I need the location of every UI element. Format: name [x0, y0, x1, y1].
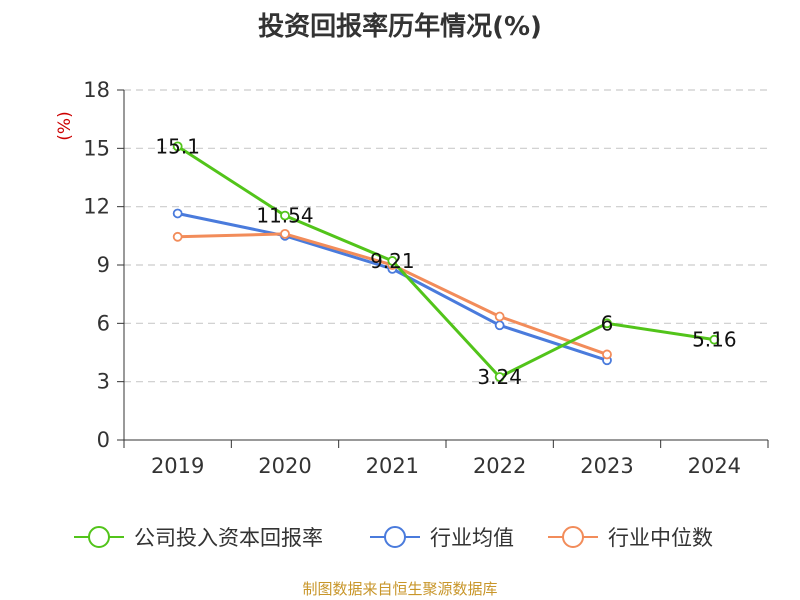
- x-tick-label: 2019: [151, 454, 204, 478]
- data-point: [172, 141, 183, 152]
- chart-title: 投资回报率历年情况(%): [258, 12, 542, 42]
- series-lines: [172, 141, 720, 382]
- legend-label: 行业中位数: [608, 526, 713, 550]
- data-point: [494, 311, 505, 322]
- data-point: [387, 256, 398, 266]
- data-label: 6: [601, 311, 614, 335]
- series-line: [176, 145, 715, 379]
- data-point: [172, 231, 183, 242]
- data-label: 15.1: [155, 134, 200, 158]
- data-labels: 15.1 11.54 9.21 3.24 6 5.16: [155, 134, 736, 389]
- data-label: 11.54: [256, 204, 313, 228]
- data-point: [494, 372, 505, 382]
- y-tick-label: 18: [83, 78, 110, 102]
- legend[interactable]: 公司投入资本回报率 行业均值 行业中位数: [74, 526, 713, 550]
- data-point: [172, 208, 183, 219]
- y-tick-label: 15: [83, 136, 110, 160]
- legend-marker: [88, 526, 110, 548]
- y-tick-label: 0: [97, 428, 110, 452]
- legend-marker: [562, 526, 584, 548]
- x-tick-label: 2021: [366, 454, 419, 478]
- x-tick-label: 2024: [688, 454, 741, 478]
- source-note: 制图数据来自恒生聚源数据库: [302, 580, 498, 598]
- y-axis-unit: (%): [55, 111, 75, 140]
- data-point: [709, 334, 720, 345]
- y-tick-label: 12: [83, 195, 110, 219]
- y-tick-label: 6: [97, 311, 110, 335]
- data-point: [280, 210, 290, 221]
- data-point: [602, 349, 612, 360]
- x-tick-label: 2020: [258, 454, 311, 478]
- data-point: [280, 228, 290, 239]
- data-point: [494, 320, 505, 331]
- legend-marker: [384, 526, 406, 548]
- y-tick-label: 9: [97, 253, 110, 277]
- x-tick-label: 2022: [473, 454, 526, 478]
- legend-label: 行业均值: [430, 526, 514, 550]
- axes: 0 3 6 9 12 15 18 (%) 2019 2020 2021 2022 2023 2024: [55, 78, 769, 478]
- data-point: [602, 318, 612, 329]
- data-label: 5.16: [692, 328, 737, 352]
- x-tick-label: 2023: [580, 454, 633, 478]
- data-label: 3.24: [477, 365, 522, 389]
- y-tick-label: 3: [97, 370, 110, 394]
- data-label: 9.21: [370, 249, 415, 273]
- legend-label: 公司投入资本回报率: [134, 526, 323, 550]
